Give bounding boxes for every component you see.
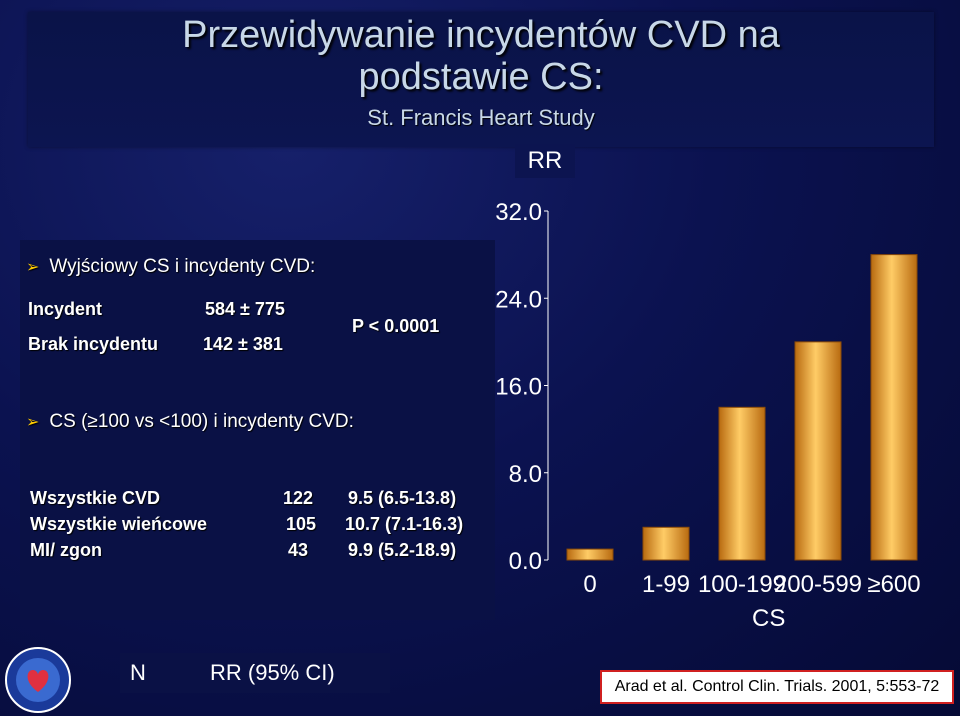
legend-panel [120,653,390,693]
bar [642,526,690,561]
table-row-n: 105 [286,514,317,534]
section2-heading-row: ➢ CS (≥100 vs <100) i incydenty CVD: [26,411,354,433]
chart-xlabel: CS [752,605,786,632]
table-row-rr: 9.9 (5.2-18.9) [348,540,457,560]
x-tick-label: 200-599 [774,571,862,598]
x-tick-label: ≥600 [867,571,920,598]
x-tick-label: 100-199 [698,571,786,598]
y-tick-label: 0.0 [509,548,542,575]
section2-heading: CS (≥100 vs <100) i incydenty CVD: [49,411,354,432]
y-tick-label: 32.0 [495,199,542,226]
bar [718,406,766,561]
left-panel [20,240,495,620]
y-tick-label: 8.0 [509,461,542,488]
slide-title-line1: Przewidywanie incydentów CVD na [182,14,780,56]
p-value: P < 0.0001 [352,316,440,336]
table-row-n: 122 [283,488,314,508]
x-tick-label: 0 [583,571,596,598]
x-tick-label: 1-99 [642,571,690,598]
table-row-label: Wszystkie wieńcowe [30,514,208,534]
section1-heading: Wyjściowy CS i incydenty CVD: [49,256,316,277]
slide-title: Przewidywanie incydentów CVD na podstawi… [28,14,934,98]
title-panel [28,12,934,147]
section1-heading-row: ➢ Wyjściowy CS i incydenty CVD: [26,256,315,278]
arrow-bullet-icon: ➢ [26,259,40,276]
slide-title-line2: podstawie CS: [358,56,604,98]
slide-subtitle: St. Francis Heart Study [367,105,595,130]
legend-rr: RR (95% CI) [210,660,335,685]
row1-value: 584 ± 775 [205,299,285,319]
table-row-n: 43 [288,540,309,560]
y-tick-label: 16.0 [495,374,542,401]
society-logo-icon [5,647,71,713]
arrow-bullet-icon: ➢ [26,414,40,431]
legend-n: N [130,660,146,685]
y-tick-label: 24.0 [495,286,542,313]
row2-label: Brak incydentu [28,334,159,354]
row2-value: 142 ± 381 [203,334,283,354]
table-row-rr: 10.7 (7.1-16.3) [345,514,464,534]
table-row-rr: 9.5 (6.5-13.8) [348,488,457,508]
row1-label: Incydent [28,299,103,319]
bar [870,254,918,561]
table-row-label: Wszystkie CVD [30,488,161,508]
bar [566,548,614,561]
citation: Arad et al. Control Clin. Trials. 2001, … [600,670,954,704]
table-row-label: MI/ zgon [30,540,102,560]
chart-title: RR [515,144,575,178]
bar [794,341,842,561]
